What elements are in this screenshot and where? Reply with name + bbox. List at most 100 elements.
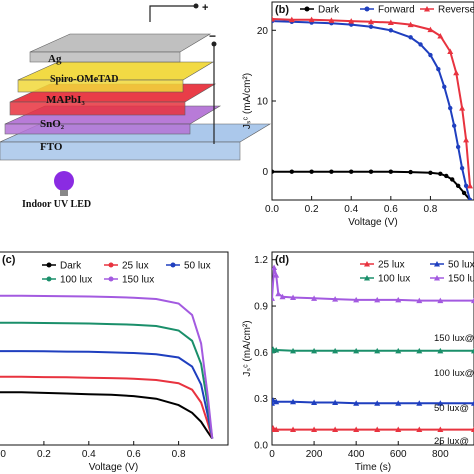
series-annotation: 25 lux@ [434,436,469,447]
data-point [471,400,474,406]
y-tick-label: 20 [257,26,269,37]
panel-label: (b) [275,4,289,16]
series-line-1 [272,20,471,200]
legend-marker [46,276,52,282]
legend-entry: 25 lux [122,261,149,272]
series-line-1 [0,375,214,439]
data-point [387,19,394,26]
legend-marker [108,276,114,282]
data-point [290,347,297,354]
plot-area [272,264,474,433]
legend-marker [434,261,440,267]
data-point [463,136,470,143]
data-point [438,171,443,177]
plot-area [272,15,474,200]
series-annotation: 100 lux@ [434,368,474,379]
data-point [311,347,318,354]
data-point [353,400,360,406]
data-point [428,170,433,175]
legend-entry: Dark [60,261,82,272]
data-point [416,347,423,354]
y-tick-label: 0.0 [254,441,268,452]
data-point [308,16,315,23]
legend-entry: Reverse [438,5,474,16]
data-point [311,426,318,433]
data-point [437,297,444,304]
x-tick-label: 0.0 [0,449,6,460]
x-tick-label: 800 [432,449,449,460]
plot-frame [0,251,229,446]
legend-marker [170,262,176,268]
x-tick-label: 0.8 [423,204,437,215]
data-point [288,16,295,23]
data-point [275,290,282,297]
device-schematic: FTO SnO₂ MAPbI₃ Spiro-OMeTAD Ag + − Indoor UV L… [0,2,272,210]
uv-led-bulb [54,171,74,191]
data-point [436,66,441,72]
negative-terminal [211,41,217,47]
x-tick-label: 0.8 [172,449,186,460]
layer-front-1 [17,79,184,93]
data-point [416,426,423,433]
series-annotation: 150 lux@ [434,333,474,344]
x-tick-label: 0.4 [82,449,96,460]
data-point [459,165,465,171]
series-annotation: 50 lux@ [434,403,469,414]
panel-label: (c) [2,254,16,266]
data-point [471,297,474,304]
data-point [368,169,374,174]
minus-sign: − [209,29,216,43]
x-tick-label: 0 [269,449,275,460]
plot-frame [271,1,474,201]
chart-d: 0 200 400 600 800 0.0 0.3 0.6 0.9 1.2 Time (s) Jₛᶜ … [242,251,474,473]
data-point [453,69,460,76]
y-tick-label: 0.9 [254,302,268,313]
data-point [428,52,433,58]
chart-b: 0.0 0.2 0.4 0.6 0.8 0 10 20 Voltage (V) Jₛᶜ (mA/c… [242,1,474,228]
data-point [289,169,295,174]
data-point [353,296,360,303]
x-tick-label: 0.0 [265,204,279,215]
x-tick-label: 0.2 [37,449,51,460]
data-point [395,347,402,354]
legend-marker [424,6,430,12]
x-axis-label: Time (s) [355,462,391,473]
legend-marker [434,275,440,281]
x-tick-label: 0.4 [344,204,358,215]
x-axis-label: Voltage (V) [348,217,397,228]
layer-label: Spiro-OMeTAD [50,74,119,85]
series-line-0 [0,391,214,440]
positive-wire [149,5,196,22]
data-point [461,190,467,196]
data-point [408,169,413,175]
plot-frame [271,251,474,446]
data-point [328,17,335,23]
data-point [332,426,339,433]
data-point [273,272,280,278]
data-point [416,400,423,406]
data-point [349,169,354,174]
data-point [374,296,381,303]
data-point [368,24,374,29]
data-point [388,169,394,174]
data-point [467,182,474,189]
data-point [353,347,360,354]
data-point [348,18,355,24]
x-tick-label: 0.6 [127,449,141,460]
x-axis-label: Voltage (V) [89,462,138,473]
data-point [311,295,318,301]
data-point [374,347,381,354]
data-point [374,426,381,433]
legend-entry: 100 lux [378,274,410,285]
legend-marker [364,275,370,281]
legend-marker [364,261,370,267]
legend-marker [364,6,370,12]
data-point [467,197,473,200]
chart-c: 0.0 0.2 0.4 0.6 0.8 Voltage (V) (c) Dark 25 lux 5… [0,251,229,473]
data-point [471,347,474,354]
data-point [427,26,434,33]
y-axis-label: Jₛᶜ (mA/cm²) [242,320,253,376]
legend-entry: 25 lux [378,260,405,271]
layer-front-0 [29,51,181,63]
